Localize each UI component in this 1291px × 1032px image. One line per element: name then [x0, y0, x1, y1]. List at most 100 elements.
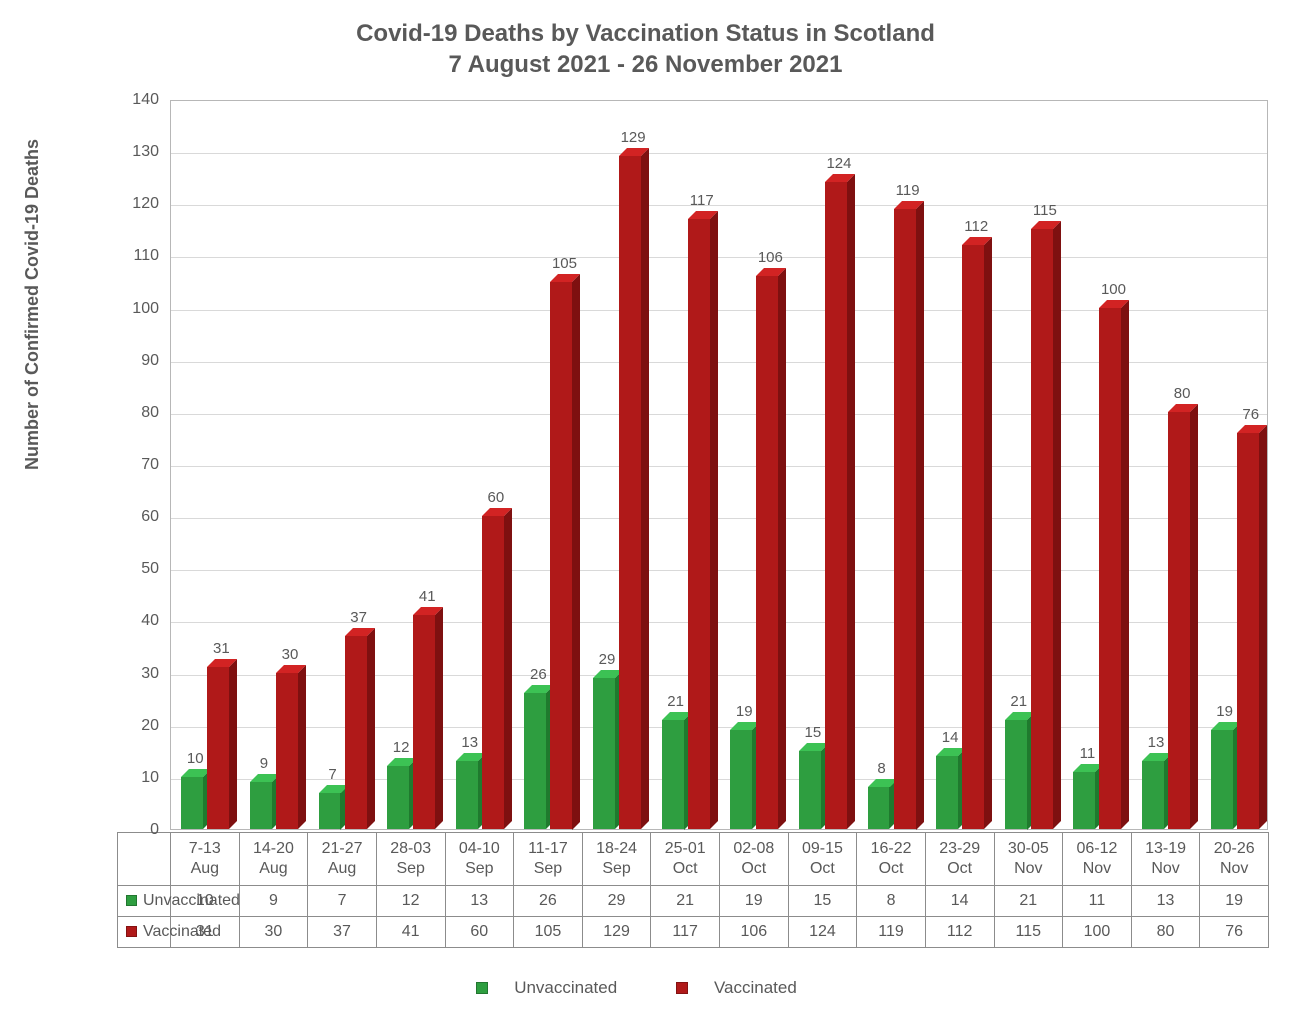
table-cell: 19: [720, 886, 789, 917]
table-cell: 14: [925, 886, 994, 917]
table-cell: 26: [514, 886, 583, 917]
data-label: 60: [466, 489, 526, 506]
table-cell: 7: [308, 886, 377, 917]
x-category: 04-10Sep: [445, 833, 514, 886]
y-tick-label: 90: [99, 352, 159, 370]
plot-area: [170, 100, 1268, 830]
bar-unvaccinated: [662, 720, 684, 830]
legend-swatch-unvaccinated: [476, 982, 488, 994]
x-category: 09-15Oct: [788, 833, 857, 886]
table-cell: 100: [1063, 917, 1132, 948]
y-tick-label: 110: [99, 247, 159, 265]
y-tick-label: 100: [99, 300, 159, 318]
bar-unvaccinated: [524, 693, 546, 829]
bar-unvaccinated: [868, 787, 890, 829]
data-label: 31: [191, 640, 251, 657]
series-swatch: [126, 926, 137, 937]
legend-item-vaccinated: Vaccinated: [676, 978, 815, 998]
x-category: 28-03Sep: [376, 833, 445, 886]
data-label: 13: [440, 734, 500, 751]
bar-vaccinated: [1237, 433, 1259, 829]
data-label: 100: [1083, 281, 1143, 298]
chart-title-line1: Covid-19 Deaths by Vaccination Status in…: [356, 20, 935, 47]
data-label: 26: [508, 666, 568, 683]
table-cell: 37: [308, 917, 377, 948]
bar-unvaccinated: [799, 751, 821, 829]
y-tick-label: 0: [99, 821, 159, 839]
bar-unvaccinated: [593, 678, 615, 829]
bar-vaccinated: [345, 636, 367, 829]
table-cell: 30: [239, 917, 308, 948]
x-category: 30-05Nov: [994, 833, 1063, 886]
bar-unvaccinated: [1142, 761, 1164, 829]
table-cell: 13: [445, 886, 514, 917]
bar-vaccinated: [688, 219, 710, 829]
data-label: 115: [1015, 202, 1075, 219]
table-cell: 41: [376, 917, 445, 948]
gridline: [171, 257, 1267, 258]
table-cell: 9: [239, 886, 308, 917]
chart-title: Covid-19 Deaths by Vaccination Status in…: [0, 18, 1291, 80]
table-cell: 124: [788, 917, 857, 948]
x-category: 18-24Sep: [582, 833, 651, 886]
bar-unvaccinated: [1211, 730, 1233, 829]
x-category: 7-13Aug: [171, 833, 240, 886]
table-cell: 115: [994, 917, 1063, 948]
bar-unvaccinated: [181, 777, 203, 829]
bar-vaccinated: [1168, 412, 1190, 829]
data-label: 124: [809, 155, 869, 172]
x-category: 16-22Oct: [857, 833, 926, 886]
data-label: 37: [329, 609, 389, 626]
table-cell: 129: [582, 917, 651, 948]
data-label: 112: [946, 218, 1006, 235]
table-cell: 15: [788, 886, 857, 917]
y-tick-label: 50: [99, 560, 159, 578]
x-category: 02-08Oct: [720, 833, 789, 886]
table-cell: 119: [857, 917, 926, 948]
data-label: 15: [783, 724, 843, 741]
table-cell: 106: [720, 917, 789, 948]
gridline: [171, 153, 1267, 154]
table-cell: 76: [1200, 917, 1269, 948]
data-label: 8: [852, 760, 912, 777]
series-swatch: [126, 895, 137, 906]
table-cell: 11: [1063, 886, 1132, 917]
bar-unvaccinated: [456, 761, 478, 829]
bar-vaccinated: [482, 516, 504, 829]
data-label: 30: [260, 646, 320, 663]
bar-unvaccinated: [1005, 720, 1027, 830]
bar-unvaccinated: [730, 730, 752, 829]
data-label: 105: [534, 255, 594, 272]
data-label: 19: [714, 703, 774, 720]
y-tick-label: 120: [99, 195, 159, 213]
chart-title-line2: 7 August 2021 - 26 November 2021: [449, 51, 843, 78]
table-cell: 8: [857, 886, 926, 917]
bar-unvaccinated: [1073, 772, 1095, 829]
bar-vaccinated: [619, 156, 641, 829]
table-cell: 60: [445, 917, 514, 948]
table-cell: 21: [994, 886, 1063, 917]
table-cell: 80: [1131, 917, 1200, 948]
series-row-header: Unvaccinated: [118, 886, 171, 917]
table-cell: 13: [1131, 886, 1200, 917]
data-label: 11: [1057, 745, 1117, 762]
y-tick-label: 140: [99, 91, 159, 109]
bar-vaccinated: [413, 615, 435, 829]
data-label: 106: [740, 249, 800, 266]
y-tick-label: 70: [99, 456, 159, 474]
x-category: 25-01Oct: [651, 833, 720, 886]
y-tick-label: 30: [99, 665, 159, 683]
data-label: 117: [672, 192, 732, 209]
data-label: 19: [1195, 703, 1255, 720]
y-tick-label: 40: [99, 612, 159, 630]
y-tick-label: 60: [99, 508, 159, 526]
bar-unvaccinated: [936, 756, 958, 829]
table-cell: 12: [376, 886, 445, 917]
data-label: 7: [303, 766, 363, 783]
data-label: 10: [165, 750, 225, 767]
data-label: 13: [1126, 734, 1186, 751]
legend-label-unvaccinated: Unvaccinated: [514, 978, 617, 998]
bar-unvaccinated: [387, 766, 409, 829]
table-cell: 29: [582, 886, 651, 917]
table-corner: [118, 833, 171, 886]
